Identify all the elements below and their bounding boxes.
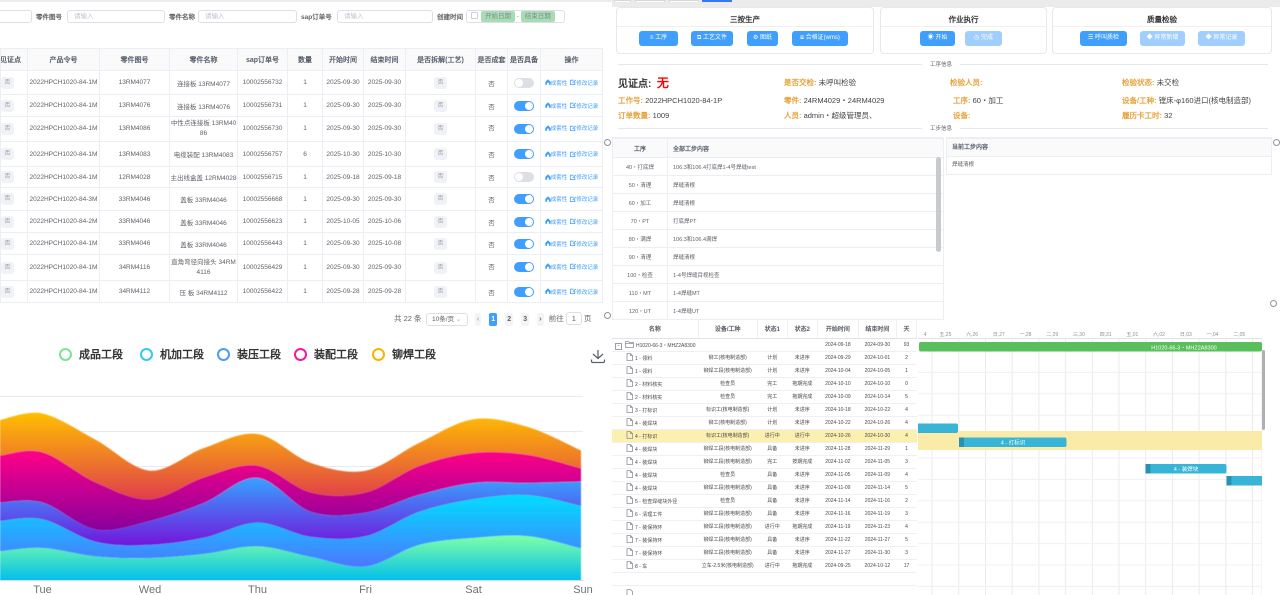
svg-text:Fri: Fri: [359, 584, 372, 595]
svg-text:六,02: 六,02: [1153, 331, 1165, 338]
svg-text:4: 4: [924, 332, 927, 338]
svg-text:Tue: Tue: [33, 584, 52, 595]
svg-text:三,30: 三,30: [1073, 332, 1085, 338]
svg-text:五,25: 五,25: [939, 332, 951, 338]
svg-text:六,26: 六,26: [966, 331, 978, 338]
svg-text:一,28: 一,28: [1020, 332, 1032, 338]
svg-text:日,27: 日,27: [993, 332, 1005, 338]
svg-text:日,03: 日,03: [1180, 332, 1192, 338]
svg-text:4 - 装焊块: 4 - 装焊块: [1174, 465, 1199, 473]
svg-text:一,04: 一,04: [1207, 332, 1219, 338]
svg-text:4 - 打标识: 4 - 打标识: [1001, 439, 1026, 447]
svg-text:二,05: 二,05: [1233, 332, 1245, 338]
svg-text:Sat: Sat: [465, 584, 482, 595]
svg-text:四,31: 四,31: [1100, 332, 1112, 338]
svg-text:五,01: 五,01: [1126, 332, 1138, 338]
svg-text:Wed: Wed: [139, 584, 161, 595]
svg-text:Thu: Thu: [248, 584, 267, 595]
svg-text:二,29: 二,29: [1046, 332, 1058, 338]
svg-text:H1020-66-3・MHZ2A8300: H1020-66-3・MHZ2A8300: [1151, 346, 1216, 352]
svg-text:Sun: Sun: [573, 584, 593, 595]
